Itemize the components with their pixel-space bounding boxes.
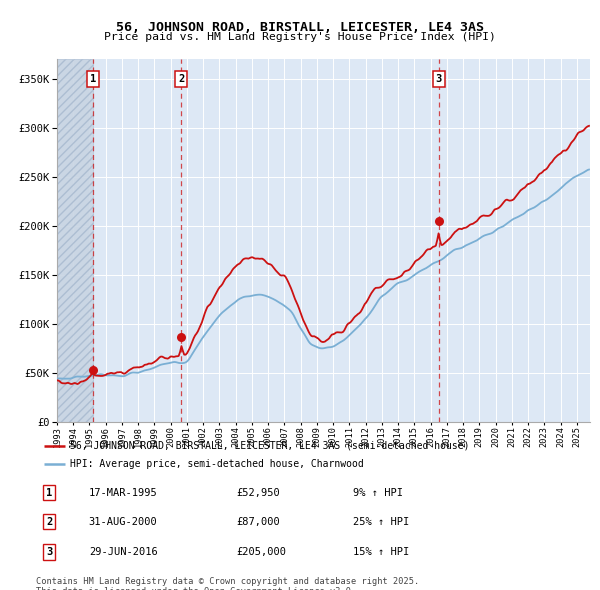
Text: 17-MAR-1995: 17-MAR-1995	[89, 488, 158, 497]
Text: 29-JUN-2016: 29-JUN-2016	[89, 547, 158, 557]
Text: £87,000: £87,000	[236, 517, 280, 527]
Text: 3: 3	[436, 74, 442, 84]
Text: 56, JOHNSON ROAD, BIRSTALL, LEICESTER, LE4 3AS (semi-detached house): 56, JOHNSON ROAD, BIRSTALL, LEICESTER, L…	[70, 441, 470, 451]
Text: 56, JOHNSON ROAD, BIRSTALL, LEICESTER, LE4 3AS: 56, JOHNSON ROAD, BIRSTALL, LEICESTER, L…	[116, 21, 484, 34]
Text: 15% ↑ HPI: 15% ↑ HPI	[353, 547, 409, 557]
Text: 31-AUG-2000: 31-AUG-2000	[89, 517, 158, 527]
Text: 2: 2	[46, 517, 52, 527]
Text: HPI: Average price, semi-detached house, Charnwood: HPI: Average price, semi-detached house,…	[70, 459, 364, 469]
Text: £205,000: £205,000	[236, 547, 287, 557]
Text: 9% ↑ HPI: 9% ↑ HPI	[353, 488, 403, 497]
Text: Price paid vs. HM Land Registry's House Price Index (HPI): Price paid vs. HM Land Registry's House …	[104, 32, 496, 42]
Text: 1: 1	[90, 74, 96, 84]
Text: 1: 1	[46, 488, 52, 497]
Text: 3: 3	[46, 547, 52, 557]
Text: 25% ↑ HPI: 25% ↑ HPI	[353, 517, 409, 527]
Text: 2: 2	[178, 74, 185, 84]
Text: Contains HM Land Registry data © Crown copyright and database right 2025.
This d: Contains HM Land Registry data © Crown c…	[36, 577, 419, 590]
Bar	[57, 59, 93, 422]
Text: £52,950: £52,950	[236, 488, 280, 497]
